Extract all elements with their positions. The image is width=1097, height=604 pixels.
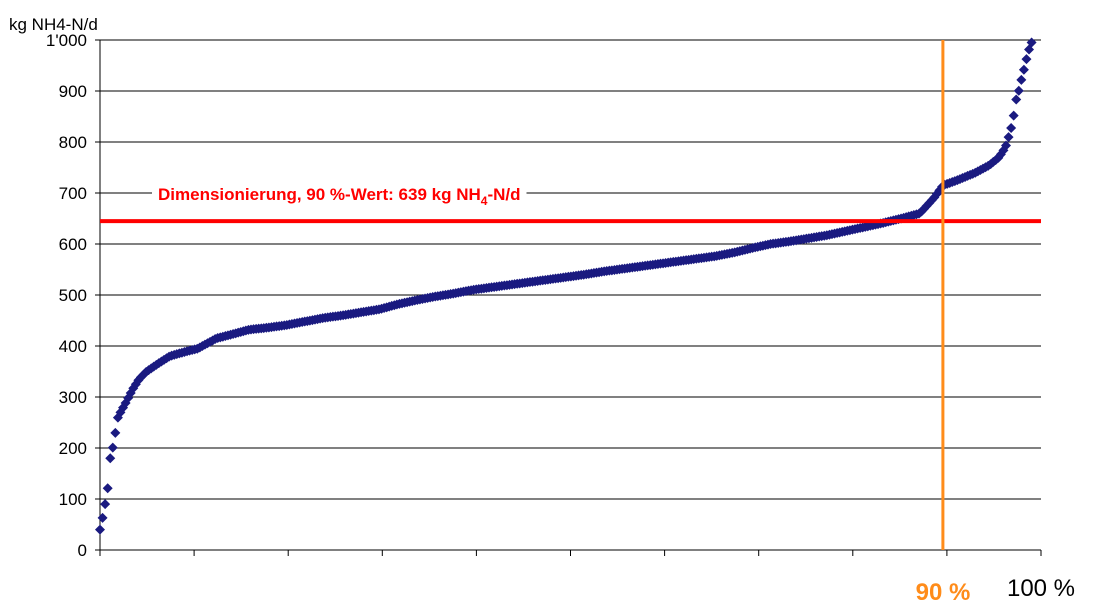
data-point — [1008, 110, 1019, 121]
data-point — [1021, 54, 1032, 65]
data-point — [1011, 94, 1022, 105]
data-point — [1016, 74, 1027, 85]
reference-label-suffix: -N/d — [487, 185, 520, 204]
percent-100-label: 100 % — [1007, 575, 1075, 602]
y-tick-label: 700 — [59, 184, 87, 203]
y-tick-label: 100 — [59, 490, 87, 509]
y-tick-label: 300 — [59, 388, 87, 407]
y-tick-label: 800 — [59, 133, 87, 152]
data-point — [1006, 122, 1017, 133]
y-axis-unit-label: kg NH4-N/d — [9, 15, 98, 34]
reference-label-subscript: 4 — [481, 194, 488, 208]
reference-label-main: Dimensionierung, 90 %-Wert: 639 kg NH — [158, 185, 481, 204]
reference-label-background — [152, 184, 527, 209]
percentile-90-label: 90 % — [916, 579, 971, 604]
grid-lines — [100, 39, 1041, 500]
data-point — [1000, 140, 1011, 151]
x-axis-ticks — [99, 550, 1042, 556]
data-point — [102, 483, 113, 494]
data-points — [95, 37, 1037, 535]
data-point — [97, 512, 108, 523]
data-point — [95, 524, 105, 535]
data-point — [107, 442, 118, 453]
y-tick-label: 600 — [59, 235, 87, 254]
data-point — [1003, 132, 1014, 143]
data-point — [1013, 85, 1024, 96]
y-axis-tick-labels: 0 100 200 300 400 500 600 700 800 900 1'000 — [46, 31, 100, 560]
data-point — [1026, 37, 1037, 48]
y-tick-label: 400 — [59, 337, 87, 356]
y-tick-label: 500 — [59, 286, 87, 305]
reference-line-label: Dimensionierung, 90 %-Wert: 639 kg NH4-N… — [158, 185, 521, 208]
data-point — [100, 499, 111, 510]
data-point — [105, 453, 116, 464]
data-point — [110, 427, 121, 438]
data-point — [1018, 64, 1029, 75]
y-tick-label: 0 — [78, 541, 87, 560]
y-tick-label: 900 — [59, 82, 87, 101]
y-tick-label: 1'000 — [46, 31, 87, 50]
y-tick-label: 200 — [59, 439, 87, 458]
